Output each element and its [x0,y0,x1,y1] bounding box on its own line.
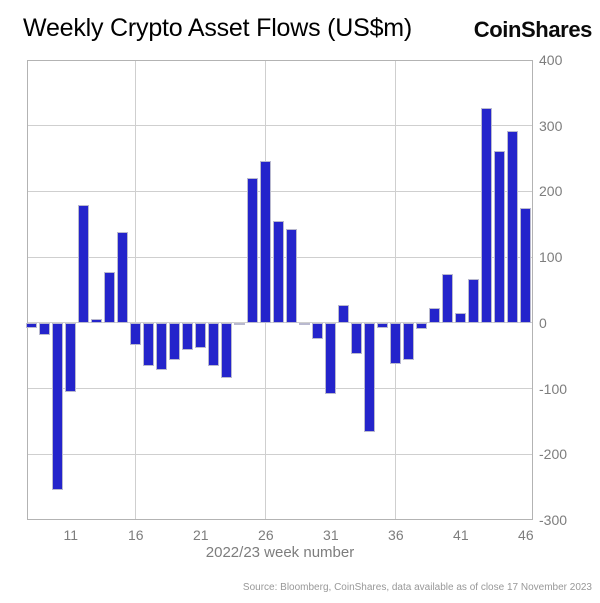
y-tick-200: 200 [539,183,563,200]
source-note: Source: Bloomberg, CoinShares, data avai… [242,582,592,593]
bar-week-23 [221,322,233,379]
x-axis-title: 2022/23 week number [205,544,355,561]
y-tick-400: 400 [539,52,563,68]
y-tick-0: 0 [539,314,547,331]
bar-week-43 [481,107,493,323]
bar-week-26 [260,161,272,323]
bar-week-39 [429,308,441,323]
bar-week-32 [338,305,350,323]
bar-week-25 [247,178,259,323]
gridline-y-200 [27,190,533,192]
bar-week-15 [117,232,129,323]
bar-week-24 [234,322,246,326]
bar-week-44 [494,151,506,323]
bar-week-13 [91,318,103,323]
y-tick--300: -300 [539,512,568,528]
gridline-y-300 [27,125,533,127]
chart-title: Weekly Crypto Asset Flows (US$m) [23,14,413,42]
gridline-x-36 [395,60,397,520]
bar-week-36 [390,322,402,364]
y-tick-300: 300 [539,117,563,134]
bar-week-35 [377,322,389,329]
bar-week-29 [299,322,311,325]
bar-week-42 [468,279,480,323]
gridline-y-0 [27,322,533,324]
y-tick-100: 100 [539,249,563,266]
bar-week-40 [442,273,454,323]
bar-week-28 [286,228,298,323]
x-tick-31: 31 [323,527,339,543]
bar-week-27 [273,221,285,323]
plot-frame [27,60,533,520]
x-tick-41: 41 [453,527,469,543]
coinshares-logo: CoinShares [473,17,593,42]
x-tick-11: 11 [63,527,79,543]
bar-week-33 [351,322,363,354]
bar-week-17 [143,322,155,367]
gridline-x-16 [135,60,137,520]
bar-week-30 [312,322,324,340]
bar-week-19 [169,322,181,361]
bar-week-31 [325,322,337,394]
bar-week-41 [455,313,467,323]
x-tick-16: 16 [128,527,144,543]
x-tick-21: 21 [193,527,209,543]
bar-week-11 [65,322,77,392]
bar-week-45 [507,130,519,323]
bar-week-10 [52,322,64,491]
x-tick-36: 36 [388,527,404,543]
bar-week-18 [156,322,168,371]
bar-week-8 [26,322,38,329]
x-tick-46: 46 [518,527,534,543]
bar-week-14 [104,272,116,323]
x-tick-26: 26 [258,527,274,543]
gridline-y--100 [27,388,533,390]
bar-week-16 [130,322,142,346]
bar-week-22 [208,322,220,366]
bar-week-37 [403,322,415,361]
bar-week-46 [520,207,532,323]
gridline-y--200 [27,453,533,455]
bar-week-38 [416,322,428,330]
bar-week-20 [182,322,194,350]
bar-week-12 [78,205,90,323]
bar-week-34 [364,322,376,432]
y-tick--100: -100 [539,380,568,397]
bar-week-9 [39,322,51,336]
bar-week-21 [195,322,207,349]
y-tick--200: -200 [539,446,568,463]
